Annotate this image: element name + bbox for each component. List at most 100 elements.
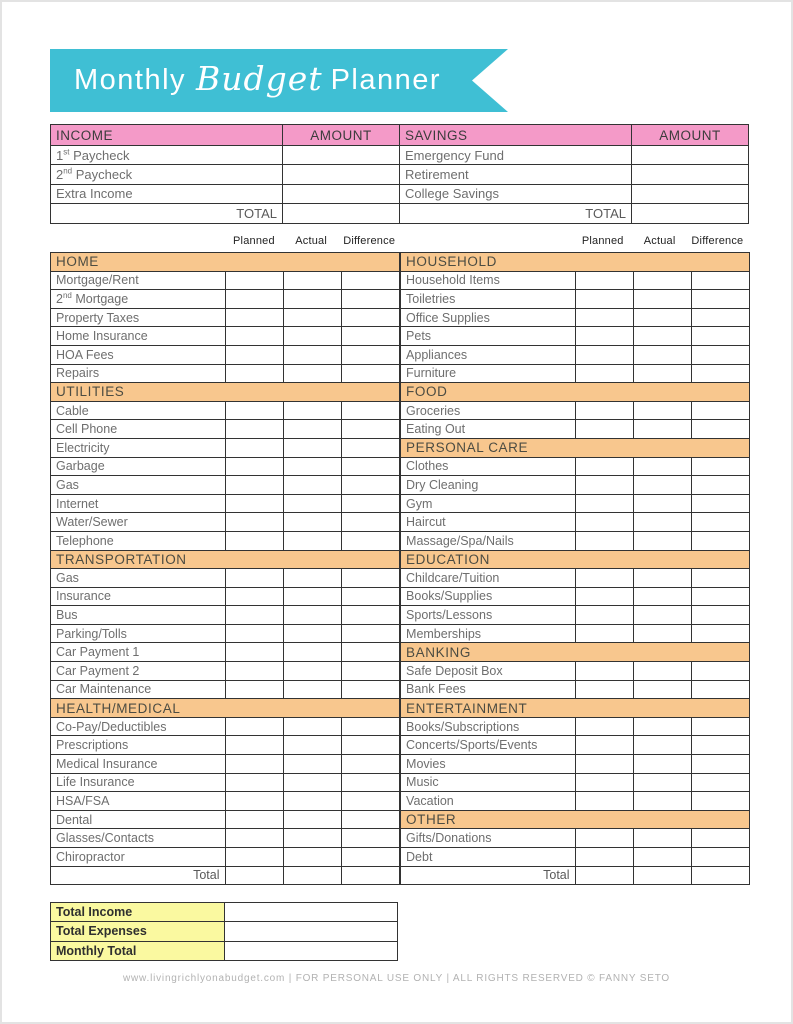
budget-item-label: Gas (50, 475, 226, 495)
budget-item-label: Sports/Lessons (400, 605, 576, 625)
budget-item-label: Toiletries (400, 289, 576, 309)
planned-cell (574, 363, 634, 384)
planned-cell (574, 307, 634, 328)
budget-row: Massage/Spa/Nails (400, 530, 751, 551)
actual-cell (632, 307, 692, 328)
planned-cell (574, 847, 634, 867)
budget-row: Garbage (50, 456, 401, 477)
difference-cell (690, 716, 751, 737)
planned-cell (574, 419, 634, 439)
planned-cell (224, 735, 284, 756)
income-row-label: 2nd Paycheck (50, 164, 283, 185)
actual-cell (632, 754, 692, 774)
actual-cell (282, 586, 342, 607)
budget-item-label: Gifts/Donations (400, 828, 576, 848)
difference-cell (340, 568, 401, 588)
budget-row: Parking/Tolls (50, 623, 401, 644)
budget-row: Cell Phone (50, 419, 401, 439)
planned-cell (574, 289, 634, 309)
table-row: 2nd Paycheck Retirement (50, 164, 749, 185)
budget-item-label: Life Insurance (50, 772, 226, 793)
actual-cell (282, 791, 342, 811)
budget-row: Dental (50, 809, 401, 830)
budget-item-label: Gym (400, 493, 576, 514)
actual-cell (632, 791, 692, 811)
budget-row: Mortgage/Rent (50, 270, 401, 291)
planned-cell (224, 270, 284, 291)
amount-cell (631, 144, 749, 166)
actual-cell (282, 568, 342, 588)
budget-row: Furniture (400, 363, 751, 384)
planned-cell (224, 828, 284, 848)
budget-item-label: Clothes (400, 456, 576, 477)
budget-row: Music (400, 772, 751, 793)
planned-cell (224, 456, 284, 477)
difference-cell (690, 605, 751, 625)
actual-cell (632, 493, 692, 514)
planned-header: Planned (233, 235, 275, 247)
planned-cell (224, 512, 284, 532)
budget-row: Safe Deposit Box (400, 661, 751, 681)
amount-header: AMOUNT (631, 124, 749, 146)
amount-cell (631, 183, 749, 205)
actual-cell (282, 493, 342, 514)
planned-cell (574, 530, 634, 551)
section-header-banking: BANKING (400, 642, 751, 663)
budget-item-label: Appliances (400, 344, 576, 365)
actual-cell (282, 623, 342, 644)
budget-item-label: Books/Subscriptions (400, 716, 576, 737)
planned-cell (574, 754, 634, 774)
summary-table: Total Income Total Expenses Monthly Tota… (50, 901, 398, 961)
budget-item-label: Bank Fees (400, 679, 576, 700)
difference-cell (340, 735, 401, 756)
section-header-food: FOOD (400, 382, 751, 402)
budget-table: HOME Mortgage/Rent 2nd Mortgage Property Ta… (49, 252, 751, 886)
income-savings-table: INCOME AMOUNT SAVINGS AMOUNT 1st Paychec… (50, 124, 749, 224)
planned-cell (224, 475, 284, 495)
budget-item-label: Chiropractor (50, 847, 226, 867)
actual-cell (632, 679, 692, 700)
difference-cell (340, 307, 401, 328)
amount-cell (631, 203, 749, 224)
summary-row-label: Total Expenses (50, 921, 225, 942)
amount-cell (631, 164, 749, 185)
difference-cell (690, 512, 751, 532)
difference-cell (340, 400, 401, 421)
budget-item-label: Cable (50, 400, 226, 421)
difference-cell (690, 847, 751, 867)
planned-cell (224, 642, 284, 663)
table-row: Total Income (50, 901, 398, 923)
table-row: 1st Paycheck Emergency Fund (50, 144, 749, 166)
difference-cell (690, 828, 751, 848)
budget-item-label: HSA/FSA (50, 791, 226, 811)
actual-cell (282, 344, 342, 365)
summary-value-cell (224, 901, 398, 923)
actual-cell (632, 530, 692, 551)
planned-cell (224, 289, 284, 309)
planned-cell (574, 865, 634, 886)
actual-cell (282, 270, 342, 291)
budget-row: ENTERTAINMENT (400, 698, 751, 718)
budget-row: Dry Cleaning (400, 475, 751, 495)
actual-header: Actual (643, 235, 676, 247)
budget-row: Movies (400, 754, 751, 774)
planned-cell (574, 661, 634, 681)
difference-cell (690, 568, 751, 588)
budget-row: Childcare/Tuition (400, 568, 751, 588)
actual-cell (282, 661, 342, 681)
difference-cell (690, 344, 751, 365)
actual-cell (632, 456, 692, 477)
budget-row: Bank Fees (400, 679, 751, 700)
actual-cell (282, 512, 342, 532)
section-header-other: OTHER (400, 809, 751, 830)
actual-cell (282, 400, 342, 421)
actual-cell (632, 512, 692, 532)
actual-cell (632, 475, 692, 495)
budget-row: PERSONAL CARE (400, 437, 751, 458)
planned-cell (574, 270, 634, 291)
budget-item-label: Gas (50, 568, 226, 588)
actual-cell (282, 809, 342, 830)
section-header-education: EDUCATION (400, 549, 751, 570)
summary-value-cell (224, 921, 398, 942)
